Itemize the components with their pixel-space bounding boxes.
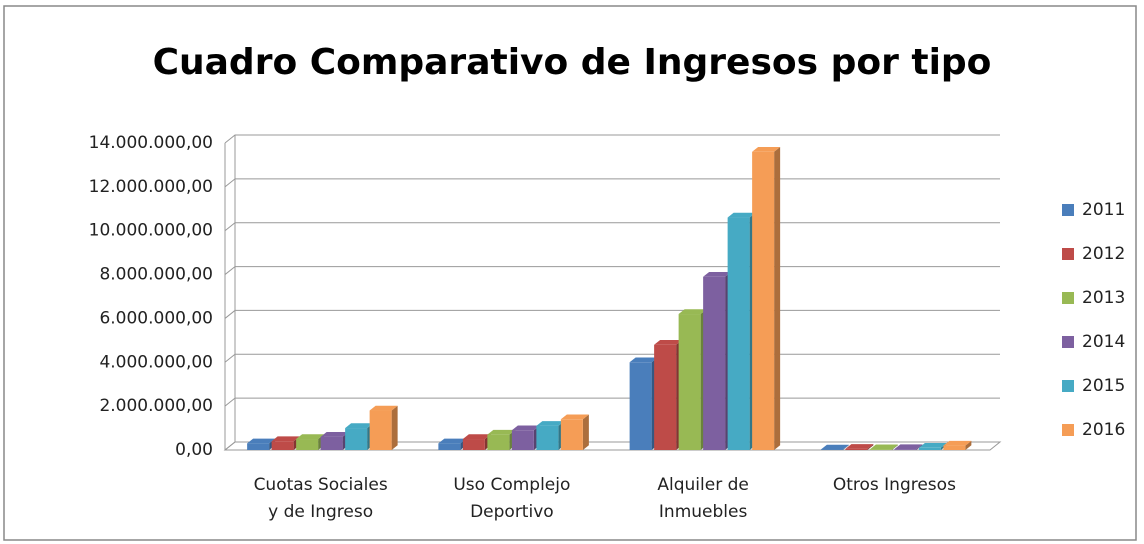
bar xyxy=(438,443,461,450)
bar-top xyxy=(560,414,589,420)
chart-title: Cuadro Comparativo de Ingresos por tipo xyxy=(153,42,992,83)
bar-top xyxy=(487,429,516,435)
x-tick-label: Alquiler de xyxy=(657,475,748,495)
chart-border xyxy=(3,5,1137,541)
x-tick-label: Uso Complejo xyxy=(453,475,570,495)
bar-top xyxy=(918,443,947,448)
bar xyxy=(894,449,917,450)
bar-top xyxy=(296,434,325,440)
bar xyxy=(678,314,701,450)
bar-top xyxy=(369,405,398,411)
bar xyxy=(654,344,677,450)
legend-swatch xyxy=(1062,380,1074,392)
bar-side xyxy=(891,444,898,450)
bar-top xyxy=(462,434,491,440)
bar-top xyxy=(438,438,467,444)
bar-top xyxy=(820,444,849,450)
x-tick-label: Inmuebles xyxy=(659,502,748,522)
y-tick-label: 6.000.000,00 xyxy=(99,308,213,328)
bar xyxy=(247,443,270,450)
bar xyxy=(369,410,392,450)
y-tick-label: 0,00 xyxy=(175,440,213,460)
bar-top xyxy=(320,432,349,437)
bar-top xyxy=(511,425,540,431)
bar-side xyxy=(391,405,398,450)
legend-label: 2013 xyxy=(1082,288,1125,308)
bar xyxy=(536,425,559,450)
bar-top xyxy=(629,357,658,363)
bar xyxy=(727,217,750,450)
bar xyxy=(752,151,775,450)
bar xyxy=(511,430,534,450)
bar-top xyxy=(345,423,374,429)
legend-label: 2016 xyxy=(1082,420,1125,440)
bar-top xyxy=(869,444,898,450)
legend-label: 2014 xyxy=(1082,332,1125,352)
bar-top xyxy=(845,444,874,449)
y-tick-label: 14.000.000,00 xyxy=(89,133,213,153)
bar xyxy=(560,419,583,450)
grid-line xyxy=(224,134,1000,144)
bar-side xyxy=(582,414,589,450)
legend-label: 2011 xyxy=(1082,200,1125,220)
y-tick-label: 4.000.000,00 xyxy=(99,352,213,372)
y-tick-label: 8.000.000,00 xyxy=(99,265,213,285)
bar-top xyxy=(943,440,972,446)
legend-label: 2015 xyxy=(1082,376,1125,396)
legend-swatch xyxy=(1062,204,1074,216)
y-tick-label: 10.000.000,00 xyxy=(89,221,213,241)
x-tick-label: y de Ingreso xyxy=(268,502,373,522)
bar-top xyxy=(271,436,300,442)
bar xyxy=(943,445,966,450)
bar-side xyxy=(916,444,923,450)
bar xyxy=(345,428,368,450)
bar-top xyxy=(703,271,732,277)
bar-top xyxy=(752,146,781,152)
legend-swatch xyxy=(1062,292,1074,304)
legend-swatch xyxy=(1062,336,1074,348)
bar xyxy=(487,434,510,450)
bar xyxy=(296,439,319,450)
bar-top xyxy=(727,212,756,218)
legend-swatch xyxy=(1062,424,1074,436)
bar-top xyxy=(536,421,565,426)
x-tick-label: Cuotas Sociales xyxy=(254,475,388,495)
bar xyxy=(320,436,343,450)
bar xyxy=(271,441,294,450)
legend-swatch xyxy=(1062,248,1074,260)
bar-side xyxy=(867,444,874,450)
bar-side xyxy=(774,146,781,450)
bar-top xyxy=(247,438,276,444)
bar xyxy=(918,447,941,450)
grid-line xyxy=(224,178,1000,188)
y-tick-label: 12.000.000,00 xyxy=(89,177,213,197)
bar xyxy=(629,362,652,450)
bar xyxy=(869,449,892,450)
bar xyxy=(462,439,485,450)
bar-top xyxy=(654,339,683,345)
x-tick-label: Otros Ingresos xyxy=(833,475,956,495)
bar-top xyxy=(894,444,923,450)
bar xyxy=(703,276,726,450)
bar xyxy=(845,448,868,450)
bar-top xyxy=(678,309,707,315)
bar-side xyxy=(842,444,849,450)
legend-label: 2012 xyxy=(1082,244,1125,264)
bar-side xyxy=(965,440,972,450)
x-tick-label: Deportivo xyxy=(470,502,554,522)
y-tick-label: 2.000.000,00 xyxy=(99,396,213,416)
